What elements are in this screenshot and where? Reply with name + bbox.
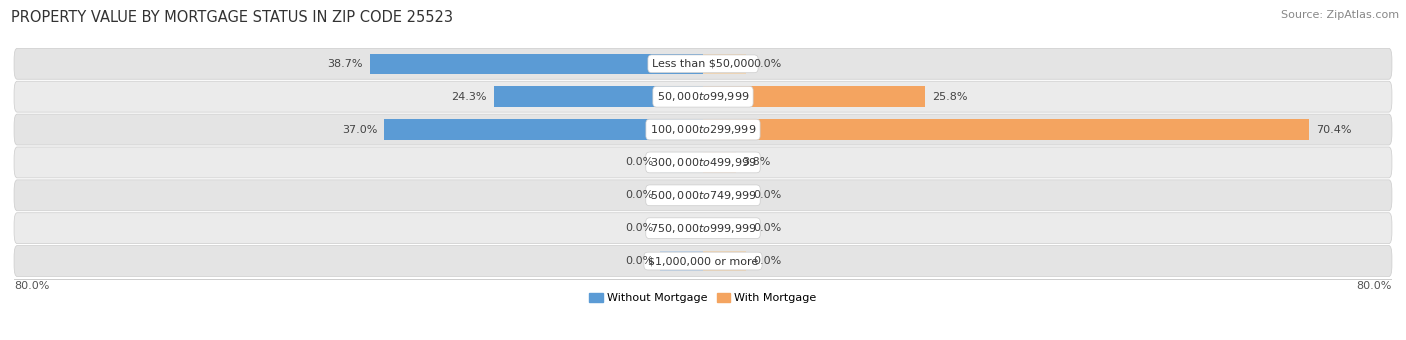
Text: 24.3%: 24.3% — [451, 92, 486, 102]
FancyBboxPatch shape — [14, 147, 1392, 178]
Bar — [659, 251, 703, 271]
FancyBboxPatch shape — [14, 114, 1392, 145]
Bar — [703, 152, 735, 173]
Legend: Without Mortgage, With Mortgage: Without Mortgage, With Mortgage — [589, 293, 817, 303]
FancyBboxPatch shape — [14, 81, 1392, 112]
Bar — [384, 119, 703, 140]
Bar — [659, 185, 703, 205]
Bar — [659, 152, 703, 173]
Bar — [703, 218, 747, 238]
Text: $750,000 to $999,999: $750,000 to $999,999 — [650, 222, 756, 235]
FancyBboxPatch shape — [14, 213, 1392, 244]
Text: 37.0%: 37.0% — [342, 124, 377, 135]
Text: 0.0%: 0.0% — [624, 256, 652, 266]
Text: 0.0%: 0.0% — [624, 190, 652, 200]
Text: 0.0%: 0.0% — [754, 223, 782, 233]
Text: 38.7%: 38.7% — [328, 59, 363, 69]
Bar — [703, 86, 925, 107]
Text: 25.8%: 25.8% — [932, 92, 967, 102]
Text: 0.0%: 0.0% — [624, 157, 652, 167]
Text: 0.0%: 0.0% — [624, 223, 652, 233]
Text: $100,000 to $299,999: $100,000 to $299,999 — [650, 123, 756, 136]
Text: 0.0%: 0.0% — [754, 59, 782, 69]
Bar — [370, 54, 703, 74]
Text: 80.0%: 80.0% — [1357, 281, 1392, 291]
Text: $50,000 to $99,999: $50,000 to $99,999 — [657, 90, 749, 103]
FancyBboxPatch shape — [14, 245, 1392, 276]
Bar — [494, 86, 703, 107]
Text: 0.0%: 0.0% — [754, 256, 782, 266]
Bar — [659, 218, 703, 238]
Text: PROPERTY VALUE BY MORTGAGE STATUS IN ZIP CODE 25523: PROPERTY VALUE BY MORTGAGE STATUS IN ZIP… — [11, 10, 453, 25]
Text: $500,000 to $749,999: $500,000 to $749,999 — [650, 189, 756, 202]
Text: Source: ZipAtlas.com: Source: ZipAtlas.com — [1281, 10, 1399, 20]
Text: $1,000,000 or more: $1,000,000 or more — [648, 256, 758, 266]
Text: 0.0%: 0.0% — [754, 190, 782, 200]
Bar — [703, 119, 1309, 140]
Text: 80.0%: 80.0% — [14, 281, 49, 291]
Text: Less than $50,000: Less than $50,000 — [652, 59, 754, 69]
Bar — [703, 251, 747, 271]
FancyBboxPatch shape — [14, 180, 1392, 211]
Text: 3.8%: 3.8% — [742, 157, 770, 167]
FancyBboxPatch shape — [14, 48, 1392, 79]
Bar — [703, 185, 747, 205]
Text: $300,000 to $499,999: $300,000 to $499,999 — [650, 156, 756, 169]
Text: 70.4%: 70.4% — [1316, 124, 1351, 135]
Bar — [703, 54, 747, 74]
